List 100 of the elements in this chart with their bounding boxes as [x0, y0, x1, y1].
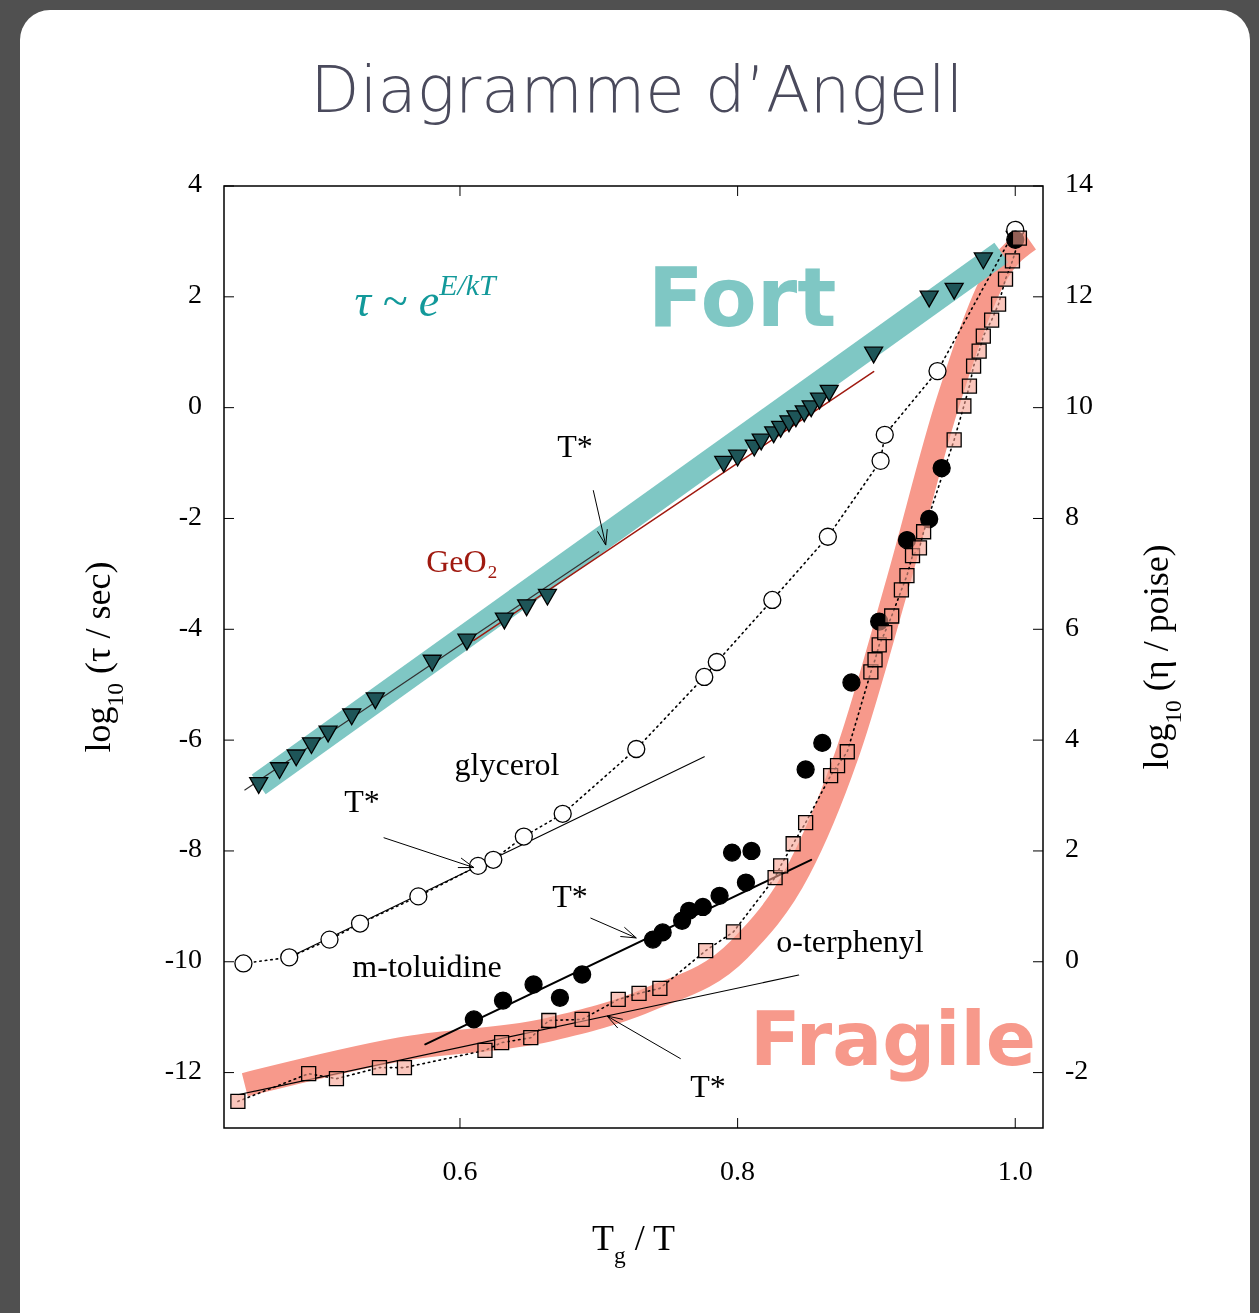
point	[714, 455, 734, 473]
point	[990, 296, 1007, 312]
point	[537, 588, 558, 606]
point	[320, 930, 339, 949]
point	[328, 1071, 345, 1087]
point	[342, 708, 362, 726]
point	[464, 1010, 484, 1029]
annotation: T*	[552, 878, 588, 915]
point	[877, 624, 893, 641]
point	[932, 458, 951, 478]
point	[797, 815, 814, 831]
point	[280, 948, 299, 967]
point	[409, 887, 428, 906]
point	[736, 873, 756, 892]
point	[286, 749, 306, 767]
point	[983, 312, 1000, 328]
y-tick-label: -6	[178, 721, 202, 753]
y2-tick-label: 10	[1065, 389, 1093, 421]
point	[269, 762, 290, 780]
point	[864, 346, 884, 364]
y2-tick-label: 2	[1065, 832, 1079, 864]
y-tick-label: -8	[178, 832, 202, 864]
y2-tick-label: 8	[1065, 499, 1079, 531]
y2-tick-label: 0	[1065, 943, 1079, 975]
point	[725, 924, 742, 940]
point	[915, 524, 932, 540]
annotation: GeO₂	[426, 543, 498, 580]
point	[997, 271, 1014, 287]
y-tick-label: 0	[188, 389, 202, 421]
y2-tick-label: 14	[1065, 167, 1093, 199]
point	[928, 361, 947, 381]
point	[875, 425, 894, 444]
annotation: glycerol	[454, 746, 560, 783]
y-tick-label: 2	[188, 278, 202, 310]
point	[494, 612, 515, 630]
point	[956, 398, 972, 414]
x-axis-title: T$_{g}$ / T	[591, 1218, 676, 1268]
point	[627, 739, 646, 759]
y-tick-label: -2	[178, 499, 202, 531]
annotation: o-terphenyl	[776, 923, 924, 960]
point	[867, 652, 883, 668]
point	[961, 378, 978, 394]
point	[371, 1059, 388, 1076]
point	[396, 1059, 413, 1076]
series-label: Fragile	[749, 995, 1037, 1082]
point	[863, 664, 879, 680]
point	[870, 612, 889, 631]
annotation: τ ~ e$^{E/kT}$	[354, 268, 498, 326]
x-tick-label: 0.6	[442, 1155, 478, 1186]
point	[1011, 230, 1028, 246]
point	[884, 608, 900, 624]
point	[897, 530, 917, 550]
point	[751, 433, 771, 451]
point	[1004, 253, 1021, 269]
point	[944, 282, 964, 300]
point	[695, 667, 714, 687]
point	[541, 1012, 557, 1029]
point	[920, 509, 939, 529]
point	[484, 850, 503, 869]
point	[813, 733, 832, 753]
point	[727, 449, 748, 467]
point	[493, 1035, 510, 1051]
chart-title: Diagramme d’Angell	[310, 53, 964, 127]
point	[899, 567, 915, 584]
point	[965, 358, 982, 374]
point	[693, 897, 713, 917]
point	[524, 975, 543, 994]
annotation: T*	[344, 783, 380, 820]
point	[975, 328, 991, 344]
point	[772, 858, 789, 874]
point	[550, 988, 570, 1007]
point	[493, 991, 513, 1010]
point	[230, 1093, 246, 1110]
point	[710, 886, 729, 905]
point	[318, 725, 338, 743]
annotation: T*	[557, 428, 593, 465]
point	[553, 804, 572, 823]
point	[514, 827, 533, 846]
point	[819, 384, 839, 402]
y-tick-label: -12	[164, 1054, 202, 1086]
y2-tick-label: 6	[1065, 610, 1079, 642]
point	[842, 673, 861, 692]
series-label: Fort	[647, 249, 837, 345]
point	[785, 836, 801, 852]
point	[350, 914, 370, 933]
point	[477, 1042, 493, 1059]
y-tick-label: -4	[178, 610, 202, 642]
point	[919, 290, 939, 308]
point	[574, 1011, 590, 1028]
y2-tick-label: 12	[1065, 278, 1093, 310]
point	[457, 633, 477, 651]
point	[871, 451, 890, 470]
point	[652, 980, 668, 997]
point	[653, 923, 672, 942]
point	[829, 757, 846, 774]
point	[249, 777, 269, 795]
x-tick-label: 1.0	[997, 1155, 1033, 1186]
point	[707, 652, 726, 672]
point	[839, 744, 855, 760]
x-tick-label: 0.8	[720, 1155, 756, 1186]
